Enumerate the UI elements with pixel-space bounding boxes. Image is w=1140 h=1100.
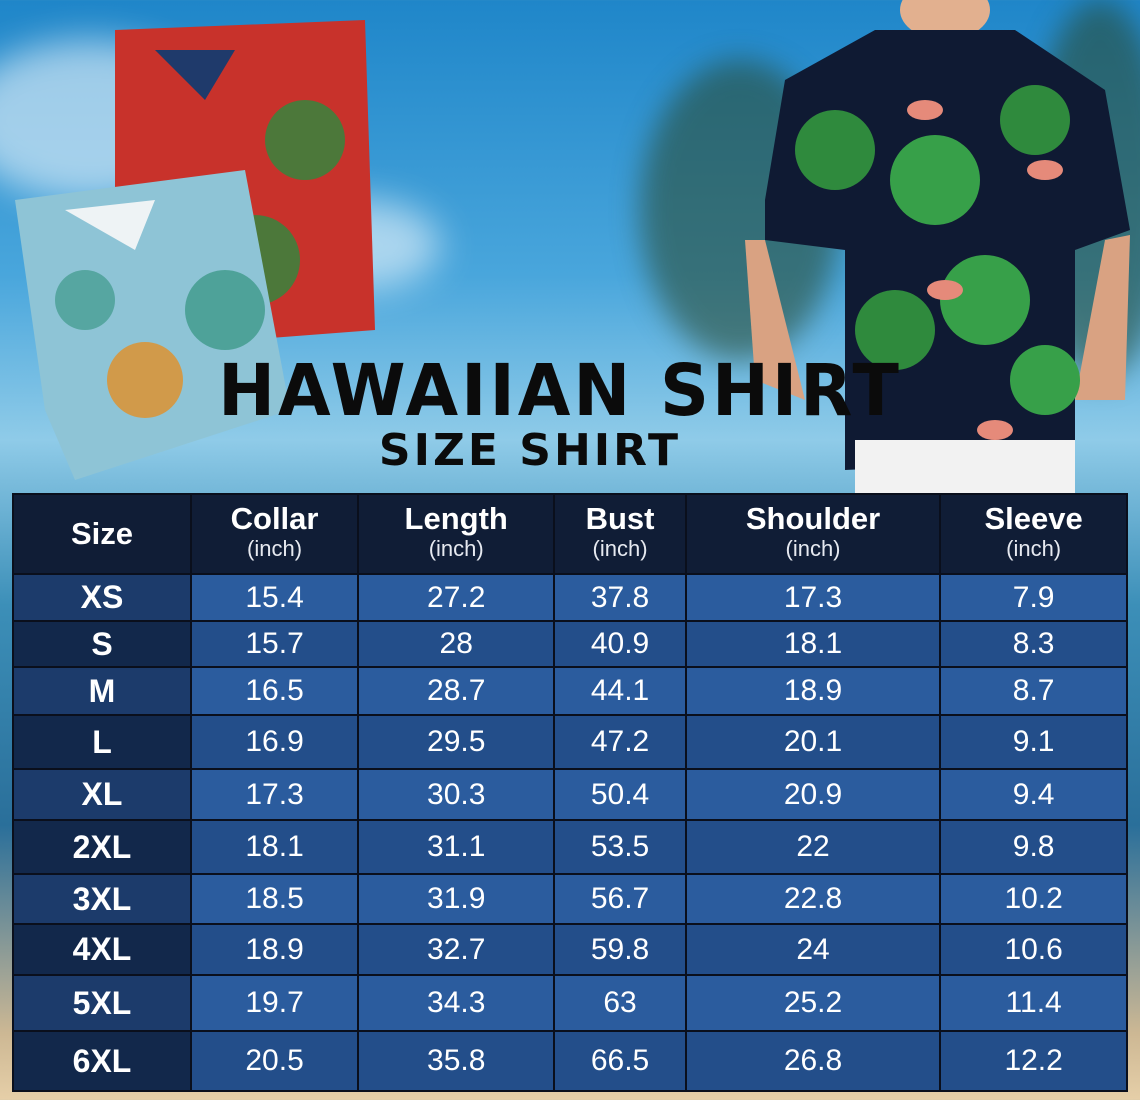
size-cell: 5XL [14, 976, 190, 1030]
measurement-cell: 17.3 [686, 575, 940, 620]
measurement-cell: 22 [686, 821, 940, 873]
table-row: 2XL 18.1 31.1 53.5 22 9.8 [14, 821, 1126, 873]
size-cell: L [14, 716, 190, 768]
measurement-cell: 35.8 [359, 1032, 554, 1090]
measurement-cell: 47.2 [555, 716, 685, 768]
measurement-cell: 16.9 [192, 716, 358, 768]
measurement-cell: 59.8 [555, 925, 685, 974]
measurement-cell: 18.1 [192, 821, 358, 873]
measurement-cell: 9.8 [941, 821, 1126, 873]
table-row: XS 15.4 27.2 37.8 17.3 7.9 [14, 575, 1126, 620]
measurement-cell: 20.9 [686, 770, 940, 819]
measurement-cell: 18.1 [686, 622, 940, 666]
measurement-cell: 53.5 [555, 821, 685, 873]
column-header-label: Bust [585, 501, 655, 536]
measurement-cell: 8.3 [941, 622, 1126, 666]
column-header-unit: (inch) [1006, 536, 1062, 561]
column-header-shoulder: Shoulder (inch) [686, 495, 940, 573]
column-header-label: Collar [230, 501, 319, 536]
page-title: HAWAIIAN SHIRT [218, 350, 902, 433]
table-row: S 15.7 28 40.9 18.1 8.3 [14, 622, 1126, 666]
measurement-cell: 31.1 [359, 821, 554, 873]
measurement-cell: 15.7 [192, 622, 358, 666]
measurement-cell: 30.3 [359, 770, 554, 819]
column-header-label: Sleeve [984, 501, 1083, 536]
column-header-unit: (inch) [592, 536, 648, 561]
measurement-cell: 18.9 [686, 668, 940, 714]
column-header-unit: (inch) [428, 536, 484, 561]
table-header-row: Size Collar (inch) Length (inch) Bust (inch) Sh… [14, 495, 1126, 573]
measurement-cell: 32.7 [359, 925, 554, 974]
size-cell: S [14, 622, 190, 666]
column-header-label: Size [70, 516, 134, 551]
size-cell: 2XL [14, 821, 190, 873]
column-header-collar: Collar (inch) [192, 495, 358, 573]
measurement-cell: 31.9 [359, 875, 554, 923]
measurement-cell: 18.9 [192, 925, 358, 974]
measurement-cell: 17.3 [192, 770, 358, 819]
measurement-cell: 50.4 [555, 770, 685, 819]
table-row: XL 17.3 30.3 50.4 20.9 9.4 [14, 770, 1126, 819]
size-cell: M [14, 668, 190, 714]
measurement-cell: 26.8 [686, 1032, 940, 1090]
table-row: 5XL 19.7 34.3 63 25.2 11.4 [14, 976, 1126, 1030]
column-header-label: Length [404, 501, 508, 536]
column-header-length: Length (inch) [359, 495, 554, 573]
table-row: L 16.9 29.5 47.2 20.1 9.1 [14, 716, 1126, 768]
measurement-cell: 8.7 [941, 668, 1126, 714]
measurement-cell: 63 [555, 976, 685, 1030]
page-subtitle: SIZE SHIRT [378, 425, 682, 476]
measurement-cell: 7.9 [941, 575, 1126, 620]
column-header-label: Shoulder [745, 501, 881, 536]
measurement-cell: 12.2 [941, 1032, 1126, 1090]
measurement-cell: 10.6 [941, 925, 1126, 974]
measurement-cell: 9.1 [941, 716, 1126, 768]
measurement-cell: 27.2 [359, 575, 554, 620]
measurement-cell: 24 [686, 925, 940, 974]
column-header-bust: Bust (inch) [555, 495, 685, 573]
measurement-cell: 10.2 [941, 875, 1126, 923]
measurement-cell: 19.7 [192, 976, 358, 1030]
column-header-sleeve: Sleeve (inch) [941, 495, 1126, 573]
measurement-cell: 56.7 [555, 875, 685, 923]
measurement-cell: 40.9 [555, 622, 685, 666]
measurement-cell: 16.5 [192, 668, 358, 714]
measurement-cell: 29.5 [359, 716, 554, 768]
measurement-cell: 20.1 [686, 716, 940, 768]
measurement-cell: 44.1 [555, 668, 685, 714]
size-chart-table: Size Collar (inch) Length (inch) Bust (inch) Sh… [12, 493, 1128, 1092]
measurement-cell: 34.3 [359, 976, 554, 1030]
folded-shirts-image [15, 20, 375, 480]
column-header-unit: (inch) [785, 536, 841, 561]
measurement-cell: 28 [359, 622, 554, 666]
measurement-cell: 15.4 [192, 575, 358, 620]
size-cell: XS [14, 575, 190, 620]
measurement-cell: 11.4 [941, 976, 1126, 1030]
table-row: 4XL 18.9 32.7 59.8 24 10.6 [14, 925, 1126, 974]
measurement-cell: 37.8 [555, 575, 685, 620]
measurement-cell: 18.5 [192, 875, 358, 923]
table-row: M 16.5 28.7 44.1 18.9 8.7 [14, 668, 1126, 714]
size-cell: XL [14, 770, 190, 819]
size-cell: 3XL [14, 875, 190, 923]
table-row: 6XL 20.5 35.8 66.5 26.8 12.2 [14, 1032, 1126, 1090]
measurement-cell: 28.7 [359, 668, 554, 714]
size-cell: 4XL [14, 925, 190, 974]
model-shirt-image [745, 0, 1130, 495]
size-cell: 6XL [14, 1032, 190, 1090]
measurement-cell: 9.4 [941, 770, 1126, 819]
column-header-unit: (inch) [247, 536, 303, 561]
table-row: 3XL 18.5 31.9 56.7 22.8 10.2 [14, 875, 1126, 923]
measurement-cell: 25.2 [686, 976, 940, 1030]
column-header-size: Size [14, 495, 190, 573]
measurement-cell: 66.5 [555, 1032, 685, 1090]
measurement-cell: 20.5 [192, 1032, 358, 1090]
measurement-cell: 22.8 [686, 875, 940, 923]
